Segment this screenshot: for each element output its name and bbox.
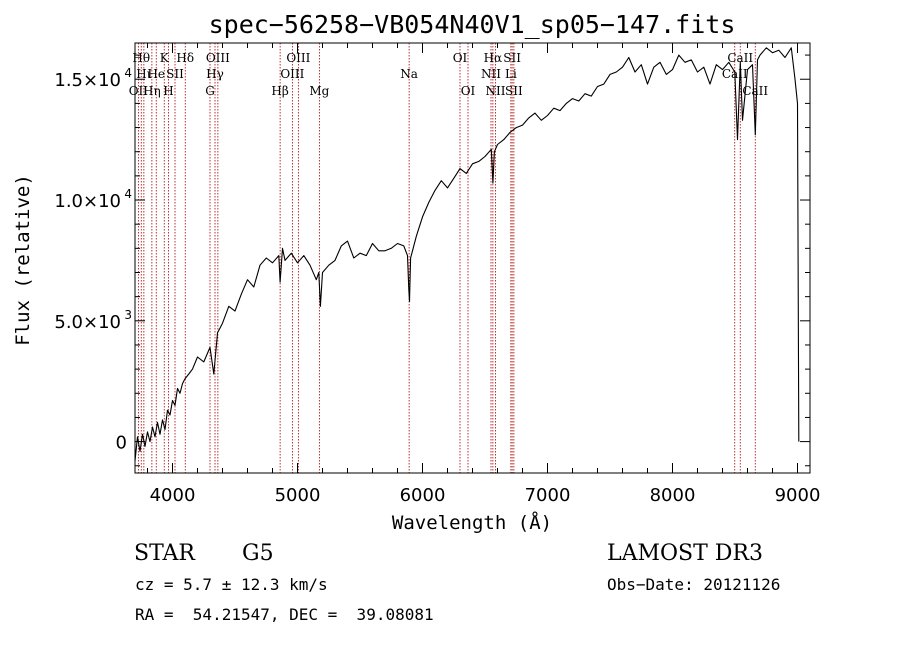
x-tick-label: 9000 bbox=[775, 485, 821, 506]
spectral-line-label: Hη bbox=[143, 84, 161, 98]
x-tick-label: 7000 bbox=[525, 485, 571, 506]
spectral-line-label: Li bbox=[505, 67, 517, 81]
y-tick-label: 1.0×10 bbox=[54, 191, 121, 212]
spectral-line-markers bbox=[137, 43, 756, 473]
survey-name: LAMOST DR3 bbox=[607, 541, 763, 566]
y-tick-label: 1.5×10 bbox=[54, 70, 121, 91]
spectral-line-label: NII bbox=[481, 67, 501, 81]
spectral-line-label: Na bbox=[400, 67, 418, 81]
spectral-line-label: Hβ bbox=[271, 84, 288, 98]
spectral-line-label: G bbox=[205, 84, 215, 98]
redshift-value: cz = 5.7 ± 12.3 km/s bbox=[135, 575, 328, 594]
x-axis-label: Wavelength (Å) bbox=[392, 511, 552, 534]
spectral-line-label: OIII bbox=[286, 51, 310, 65]
spectral-line-label: Mg bbox=[309, 84, 329, 98]
y-tick-label: 5.0×10 bbox=[54, 312, 121, 333]
series-layer bbox=[134, 47, 800, 461]
series-line-flux bbox=[134, 47, 800, 461]
spectral-line-label: Hα bbox=[484, 51, 503, 65]
spectral-line-label: SII bbox=[503, 51, 521, 65]
spectral-line-label: K bbox=[160, 51, 170, 65]
spectral-line-label: Hι bbox=[136, 67, 151, 81]
info-panel: STAR G5 LAMOST DR3 cz = 5.7 ± 12.3 km/s … bbox=[134, 541, 780, 624]
x-tick-label: 8000 bbox=[650, 485, 696, 506]
spectral-line-label: CaII bbox=[742, 84, 768, 98]
y-tick-exponent: 4 bbox=[124, 66, 132, 80]
spectral-line-label: Hδ bbox=[176, 51, 194, 65]
y-tick-exponent: 4 bbox=[124, 187, 132, 201]
spectral-line-label: OIII bbox=[206, 51, 230, 65]
y-tick-exponent: 3 bbox=[124, 308, 132, 322]
chart-title: spec−56258−VB054N40V1_sp05−147.fits bbox=[209, 10, 736, 39]
y-axis-label: Flux (relative) bbox=[12, 174, 34, 346]
spectral-line-label: OI bbox=[453, 51, 468, 65]
y-tick-label: 0 bbox=[116, 433, 127, 454]
spectral-line-label: H bbox=[163, 84, 173, 98]
spectral-line-label: OII bbox=[129, 84, 149, 98]
spectral-line-label: NII bbox=[486, 84, 506, 98]
x-tick-label: 4000 bbox=[150, 485, 196, 506]
spectral-line-label: He bbox=[147, 67, 165, 81]
spectral-line-label: Hγ bbox=[206, 67, 224, 81]
x-axis: 4000 5000 6000 7000 8000 9000 bbox=[147, 43, 821, 506]
x-tick-label: 5000 bbox=[275, 485, 321, 506]
spectral-line-label: CaII bbox=[722, 67, 748, 81]
plot-frame bbox=[134, 42, 811, 474]
spectral-line-label: SII bbox=[166, 67, 184, 81]
object-subclass: G5 bbox=[242, 541, 274, 566]
spectral-line-label: Hθ bbox=[132, 51, 150, 65]
spectral-line-label: OIII bbox=[280, 67, 304, 81]
obs-date: Obs−Date: 20121126 bbox=[607, 575, 780, 594]
spectral-line-label: CaII bbox=[727, 51, 753, 65]
spectral-line-label: OI bbox=[461, 84, 476, 98]
spectral-line-label: SII bbox=[505, 84, 523, 98]
x-tick-label: 6000 bbox=[400, 485, 446, 506]
spectral-line-labels: OII Hθ Hι Hη He K H SII Hδ G Hγ OIII Hβ OIII OIII Mg Na O… bbox=[129, 51, 769, 98]
object-class: STAR bbox=[134, 541, 196, 566]
coordinates: RA = 54.21547, DEC = 39.08081 bbox=[135, 605, 434, 624]
y-axis: 05.0×10 31.0×10 41.5×10 4 bbox=[54, 54, 810, 467]
